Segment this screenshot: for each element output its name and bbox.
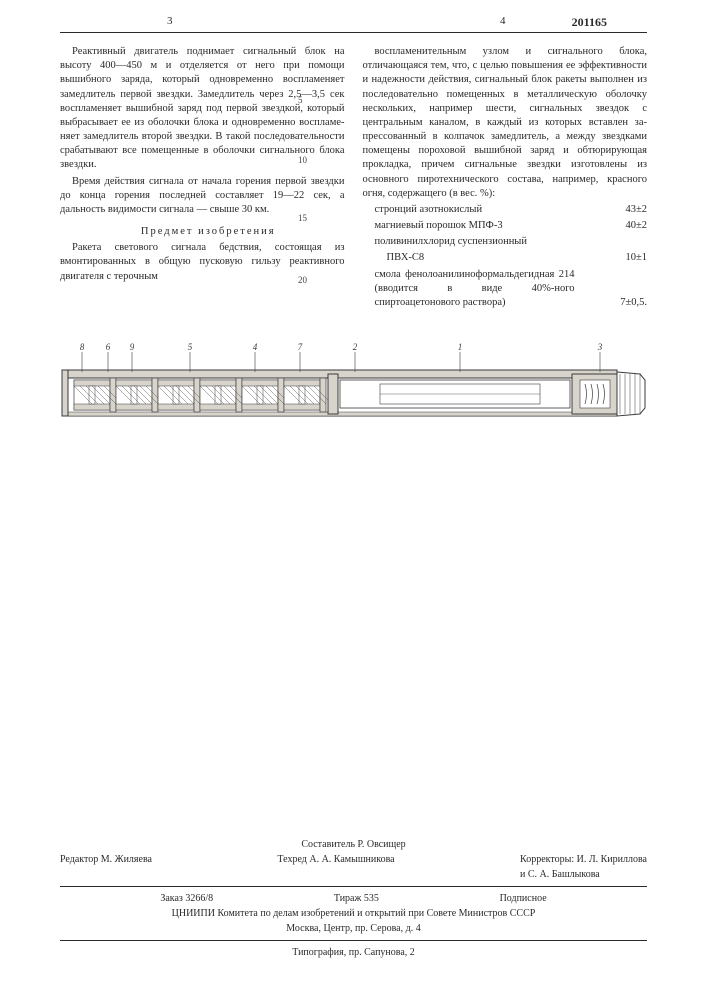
line-num-15: 15 [298,213,307,223]
svg-text:5: 5 [188,342,193,352]
comp-row-4: смола фенолоанилиноформальде­гидная 214 … [363,268,648,311]
footer-print-row: Заказ 3266/8 Тираж 535 Подписное [60,891,647,906]
footer-order: Заказ 3266/8 [160,891,213,906]
comp4-name: смола фенолоанилиноформальде­гидная 214 … [375,268,575,311]
diagram-svg: 8 6 9 5 4 7 2 1 3 [60,340,647,440]
footer-subscription: Подписное [500,891,547,906]
footer-techred: Техред А. А. Камышникова [277,852,394,882]
right-column: воспламенительным узлом и сигнального бл… [363,45,648,312]
comp2-val: 40±2 [625,219,647,233]
svg-text:2: 2 [353,342,358,352]
page-num-right: 4 [500,15,506,27]
page-num-left: 3 [167,15,173,27]
svg-text:4: 4 [253,342,258,352]
svg-text:9: 9 [130,342,135,352]
comp-row-1: стронций азотнокислый 43±2 [363,203,648,217]
footer-org: ЦНИИПИ Комитета по делам изобретений и о… [60,906,647,921]
left-p1: Реактивный двигатель поднимает сигналь­н… [60,45,345,173]
svg-text:7: 7 [298,342,303,352]
comp3-name: поливинилхлорид суспензионный [375,235,527,249]
comp-row-3b: ПВХ-С8 10±1 [363,251,648,265]
footer-correctors: Корректоры: И. Л. Кириллова и С. А. Башл… [520,852,647,882]
svg-text:6: 6 [106,342,111,352]
left-column: Реактивный двигатель поднимает сигналь­н… [60,45,345,312]
text-columns: Реактивный двигатель поднимает сигналь­н… [60,45,647,312]
footer-typography: Типография, пр. Сапунова, 2 [60,945,647,960]
patent-number: 201165 [572,15,607,30]
comp3-val: 10±1 [625,251,647,265]
svg-text:3: 3 [597,342,603,352]
comp-row-3a: поливинилхлорид суспензионный [363,235,648,249]
right-p1: воспламенительным узлом и сигнального бл… [363,45,648,201]
footer-tirage: Тираж 535 [334,891,379,906]
left-p2: Время действия сигнала от начала горения… [60,175,345,218]
svg-text:8: 8 [80,342,85,352]
footer-credits-row: Редактор М. Жиляева Техред А. А. Камышни… [60,852,647,882]
footer-rule-2 [60,940,647,941]
footer-compiler: Составитель Р. Овсищер [60,837,647,852]
line-num-10: 10 [298,155,307,165]
line-num-5: 5 [298,95,303,105]
comp-row-2: магниевый порошок МПФ-3 40±2 [363,219,648,233]
footer-rule-1 [60,886,647,887]
svg-text:1: 1 [458,342,463,352]
footer: Составитель Р. Овсищер Редактор М. Жиляе… [60,837,647,960]
line-num-20: 20 [298,275,307,285]
comp1-name: стронций азотнокислый [375,203,483,217]
comp3-sub: ПВХ-С8 [387,251,425,265]
technical-diagram: 8 6 9 5 4 7 2 1 3 [60,340,647,440]
header-rule [60,32,647,33]
footer-address: Москва, Центр, пр. Серова, д. 4 [60,921,647,936]
comp2-name: магниевый порошок МПФ-3 [375,219,503,233]
comp1-val: 43±2 [625,203,647,217]
comp4-val: 7±0,5. [620,296,647,310]
footer-editor: Редактор М. Жиляева [60,852,152,882]
section-title: Предмет изобретения [60,225,345,239]
